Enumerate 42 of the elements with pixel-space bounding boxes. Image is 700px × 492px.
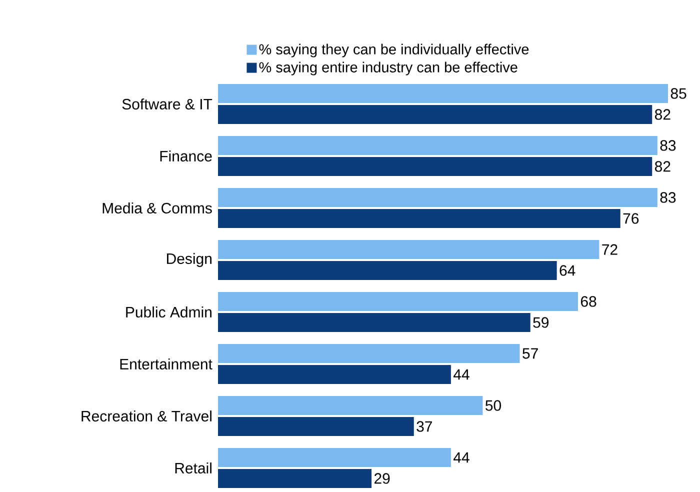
- data-label: 59: [533, 317, 549, 328]
- data-label: 57: [522, 348, 538, 359]
- data-label: 64: [560, 265, 576, 276]
- data-label: 72: [602, 244, 618, 255]
- y-tick-label: Recreation & Travel: [82, 410, 212, 422]
- data-label: 44: [453, 369, 470, 380]
- bar: [218, 105, 652, 124]
- bar: [218, 416, 414, 436]
- bar: [218, 188, 658, 207]
- bar: [218, 396, 483, 415]
- legend-label: % saying entire industry can be effective: [259, 62, 518, 76]
- bar: [218, 468, 372, 488]
- y-tick-label: Media & Comms: [102, 202, 212, 214]
- data-label: 44: [453, 452, 470, 463]
- bar: [218, 261, 557, 280]
- data-label: 68: [580, 296, 596, 307]
- data-label: 37: [416, 421, 432, 432]
- y-tick-label: Finance: [160, 150, 212, 162]
- bar: [218, 365, 451, 384]
- bar: [218, 240, 600, 259]
- bar: [218, 313, 530, 332]
- bar: [218, 292, 578, 311]
- data-label: 83: [660, 192, 676, 203]
- bar: [218, 208, 620, 228]
- y-tick-label: Entertainment: [120, 358, 212, 370]
- y-tick-label: Design: [167, 253, 212, 267]
- data-label: 83: [660, 140, 676, 151]
- y-tick-label: Public Admin: [126, 306, 212, 318]
- data-label: 82: [654, 161, 670, 172]
- data-label: 82: [654, 109, 670, 120]
- bar: [218, 84, 668, 103]
- data-label: 29: [374, 473, 390, 484]
- data-label: 76: [623, 213, 639, 224]
- bar: [218, 448, 451, 467]
- bar: [218, 156, 652, 176]
- y-tick-label: Retail: [175, 462, 212, 474]
- legend-label: % saying they can be individually effective: [259, 44, 529, 58]
- data-label: 85: [670, 88, 686, 99]
- bar: [218, 136, 658, 155]
- bar: [218, 344, 520, 363]
- data-label: 50: [486, 400, 501, 411]
- y-tick-label: Software & IT: [122, 98, 212, 110]
